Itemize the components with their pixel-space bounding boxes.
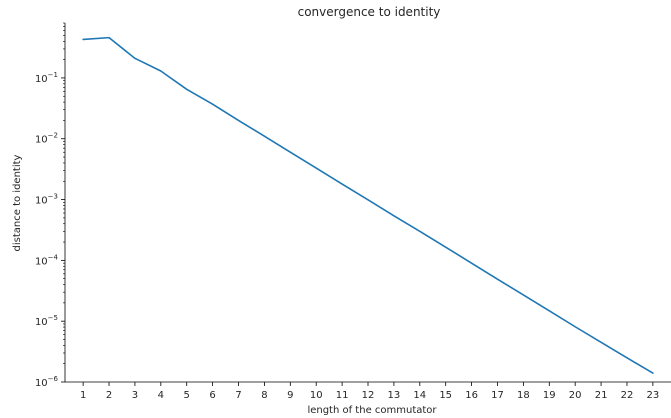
chart-title: convergence to identity: [298, 5, 441, 19]
x-tick-label: 11: [336, 390, 349, 401]
plot-frame: [64, 23, 671, 383]
y-tick-label: 10−1: [35, 71, 58, 85]
x-tick-label: 7: [235, 390, 241, 401]
x-tick-label: 1: [80, 390, 86, 401]
y-tick-exponent: −4: [48, 253, 59, 261]
x-tick-label: 20: [569, 390, 582, 401]
x-axis-ticks: 1 2 3 4 5 6 7 8 9 10 11 12 13 14 15 16 17 18 19 20 21 22 23: [80, 382, 659, 401]
x-tick-label: 13: [388, 390, 401, 401]
y-tick-exponent: −1: [48, 71, 58, 79]
x-tick-label: 15: [439, 390, 452, 401]
series-layer: [82, 36, 654, 374]
y-tick-exponent: −5: [48, 314, 58, 322]
y-tick-label: 10−6: [35, 375, 59, 389]
y-tick-exponent: −2: [48, 132, 58, 140]
x-tick-label: 23: [647, 390, 660, 401]
series-line: [82, 36, 654, 374]
x-tick-label: 18: [517, 390, 530, 401]
x-tick-label: 22: [621, 390, 634, 401]
x-tick-label: 12: [362, 390, 375, 401]
x-tick-label: 4: [158, 390, 164, 401]
y-tick-base: 10: [35, 196, 48, 207]
x-tick-label: 3: [132, 390, 138, 401]
x-tick-label: 5: [184, 390, 190, 401]
y-tick-base: 10: [35, 378, 48, 389]
x-tick-label: 17: [491, 390, 504, 401]
x-tick-label: 9: [287, 390, 293, 401]
x-tick-label: 10: [310, 390, 323, 401]
y-tick-label: 10−3: [35, 193, 58, 207]
x-tick-label: 8: [261, 390, 267, 401]
x-tick-label: 19: [543, 390, 556, 401]
y-tick-base: 10: [35, 317, 48, 328]
y-tick-base: 10: [35, 135, 48, 146]
x-tick-label: 14: [413, 390, 426, 401]
y-tick-label: 10−5: [35, 314, 58, 328]
y-tick-label: 10−2: [35, 132, 58, 146]
x-tick-label: 6: [209, 390, 215, 401]
x-tick-label: 16: [465, 390, 478, 401]
y-tick-exponent: −6: [48, 375, 59, 383]
y-axis-ticks: 10−110−210−310−410−510−6: [35, 22, 65, 389]
y-tick-label: 10−4: [35, 253, 59, 267]
y-axis-title: distance to identity: [12, 154, 23, 251]
x-axis-title: length of the commutator: [307, 405, 437, 416]
y-tick-exponent: −3: [48, 193, 58, 201]
x-tick-label: 21: [595, 390, 608, 401]
x-tick-label: 2: [106, 390, 112, 401]
y-tick-base: 10: [35, 74, 48, 85]
y-tick-base: 10: [35, 256, 48, 267]
